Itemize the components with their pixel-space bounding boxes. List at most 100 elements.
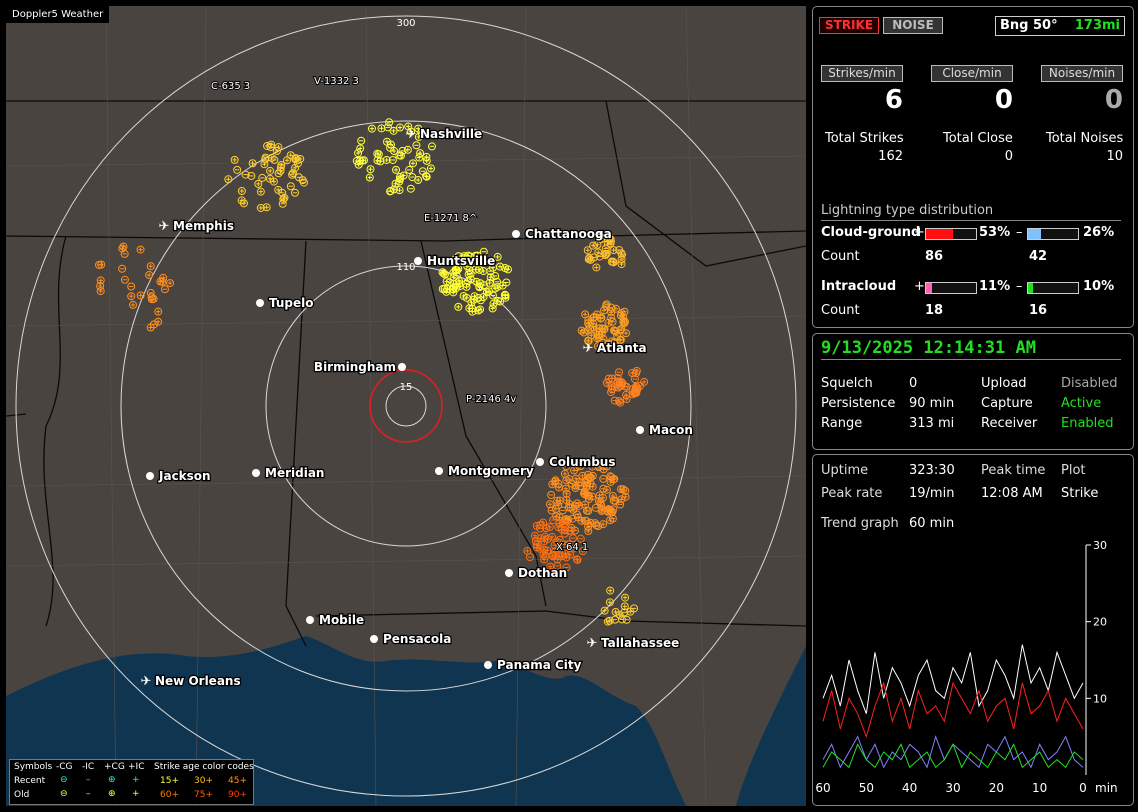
persistence-value: 90 min [909, 396, 955, 411]
strike-marker [382, 155, 391, 164]
strike-marker [605, 598, 614, 607]
strike-marker [610, 326, 619, 335]
city-dot-icon [536, 458, 544, 466]
strike-marker [610, 475, 619, 484]
strike-marker [554, 523, 563, 532]
strike-marker [560, 526, 569, 535]
strike-marker [388, 155, 397, 164]
noise-button[interactable]: NOISE [883, 17, 943, 34]
noises-per-min-button[interactable]: Noises/min [1041, 65, 1123, 82]
bearing-value: Bng 50° [1000, 18, 1058, 33]
strike-marker [608, 508, 617, 517]
strike-marker [632, 388, 641, 397]
strike-marker [584, 491, 593, 500]
strike-button[interactable]: STRIKE [819, 17, 879, 34]
legend-age-title: Strike age color codes [154, 762, 254, 772]
strike-marker [357, 136, 366, 145]
strike-marker [621, 492, 630, 501]
map-title: Doppler5 Weather [6, 6, 110, 23]
city-pensacola[interactable]: Pensacola [370, 631, 453, 647]
city-meridian[interactable]: Meridian [252, 465, 326, 481]
ic-minus-bar [1027, 282, 1079, 294]
squelch-value: 0 [909, 376, 918, 391]
city-nashville[interactable]: ✈ Nashville [406, 126, 484, 143]
age-45: 45+ [228, 776, 247, 786]
total-noises-value: 10 [1106, 149, 1123, 164]
strike-marker [391, 179, 400, 188]
strike-marker [288, 170, 297, 179]
legend-header-2: +CG [104, 762, 125, 772]
strike-marker [576, 534, 585, 543]
strike-marker [592, 263, 601, 272]
city-dothan[interactable]: Dothan [505, 565, 568, 581]
strikes-per-min-button[interactable]: Strikes/min [821, 65, 903, 82]
close-per-min-button[interactable]: Close/min [931, 65, 1013, 82]
strike-marker [589, 241, 598, 250]
strike-marker [269, 177, 278, 186]
city-panama-city[interactable]: Panama City [484, 657, 583, 673]
strike-marker [262, 203, 271, 212]
city-chattanooga[interactable]: Chattanooga [512, 226, 613, 242]
city-macon[interactable]: Macon [636, 422, 694, 438]
city-huntsville[interactable]: Huntsville [414, 253, 497, 269]
city-label: Columbus [549, 455, 616, 469]
city-atlanta[interactable]: ✈ Atlanta [583, 340, 648, 357]
storm-cell-suffix: 3- [596, 230, 606, 241]
uptime-value: 323:30 [909, 463, 955, 478]
city-columbus[interactable]: Columbus [536, 454, 617, 470]
cloud-ground-label: Cloud-ground [821, 225, 921, 240]
strike-marker [414, 132, 423, 141]
city-label: Nashville [420, 127, 482, 141]
trend-series-1 [822, 681, 1084, 739]
strike-marker [602, 462, 611, 471]
strike-marker [606, 516, 615, 525]
city-tupelo[interactable]: Tupelo [256, 295, 315, 311]
strike-marker [136, 291, 145, 300]
strike-marker [582, 517, 591, 526]
city-label: Pensacola [383, 632, 451, 646]
city-label: Tallahassee [601, 636, 679, 650]
city-tallahassee[interactable]: ✈ Tallahassee [587, 635, 681, 652]
strike-marker [459, 258, 468, 267]
strike-marker [569, 505, 578, 514]
range-value: 313 mi [909, 416, 955, 431]
strike-marker [584, 337, 593, 346]
distribution-divider [821, 220, 1121, 221]
strike-marker [286, 182, 295, 191]
state-borders [6, 100, 806, 647]
city-memphis[interactable]: ✈ Memphis [159, 218, 236, 235]
strike-marker [622, 394, 631, 403]
strike-marker [356, 144, 365, 153]
airport-icon: ✈ [141, 674, 152, 689]
strike-marker [600, 606, 609, 615]
city-montgomery[interactable]: Montgomery [435, 463, 535, 479]
strike-marker [464, 270, 473, 279]
strike-marker [602, 300, 611, 309]
strike-marker [621, 486, 630, 495]
city-jackson[interactable]: Jackson [146, 468, 212, 484]
strike-marker [591, 519, 600, 528]
strike-marker [630, 604, 639, 613]
total-noises-label: Total Noises [1046, 131, 1124, 146]
strike-marker [523, 546, 532, 555]
receiver-value: Enabled [1061, 416, 1114, 431]
strike-marker [374, 150, 383, 159]
strike-marker [606, 237, 615, 246]
strike-marker [120, 249, 129, 258]
lightning-map[interactable]: 300 110 15 ✈ Nashville ✈ Memphis Chattanooga Hu… [6, 6, 806, 806]
total-close-value: 0 [1004, 149, 1013, 164]
total-close-label: Total Close [943, 131, 1013, 146]
range-label-300: 300 [396, 18, 415, 29]
ic-plus-sign: + [914, 279, 925, 294]
strike-marker [578, 547, 587, 556]
strike-marker [418, 167, 427, 176]
recent-pos-ic-icon: + [132, 775, 140, 785]
city-label: Panama City [497, 658, 582, 672]
city-birmingham[interactable]: Birmingham [313, 359, 406, 375]
strike-marker [452, 284, 461, 293]
strike-marker [96, 276, 105, 285]
city-mobile[interactable]: Mobile [306, 612, 365, 628]
x-tick-label: 0 [1079, 781, 1087, 795]
city-new-orleans[interactable]: ✈ New Orleans [141, 673, 242, 690]
